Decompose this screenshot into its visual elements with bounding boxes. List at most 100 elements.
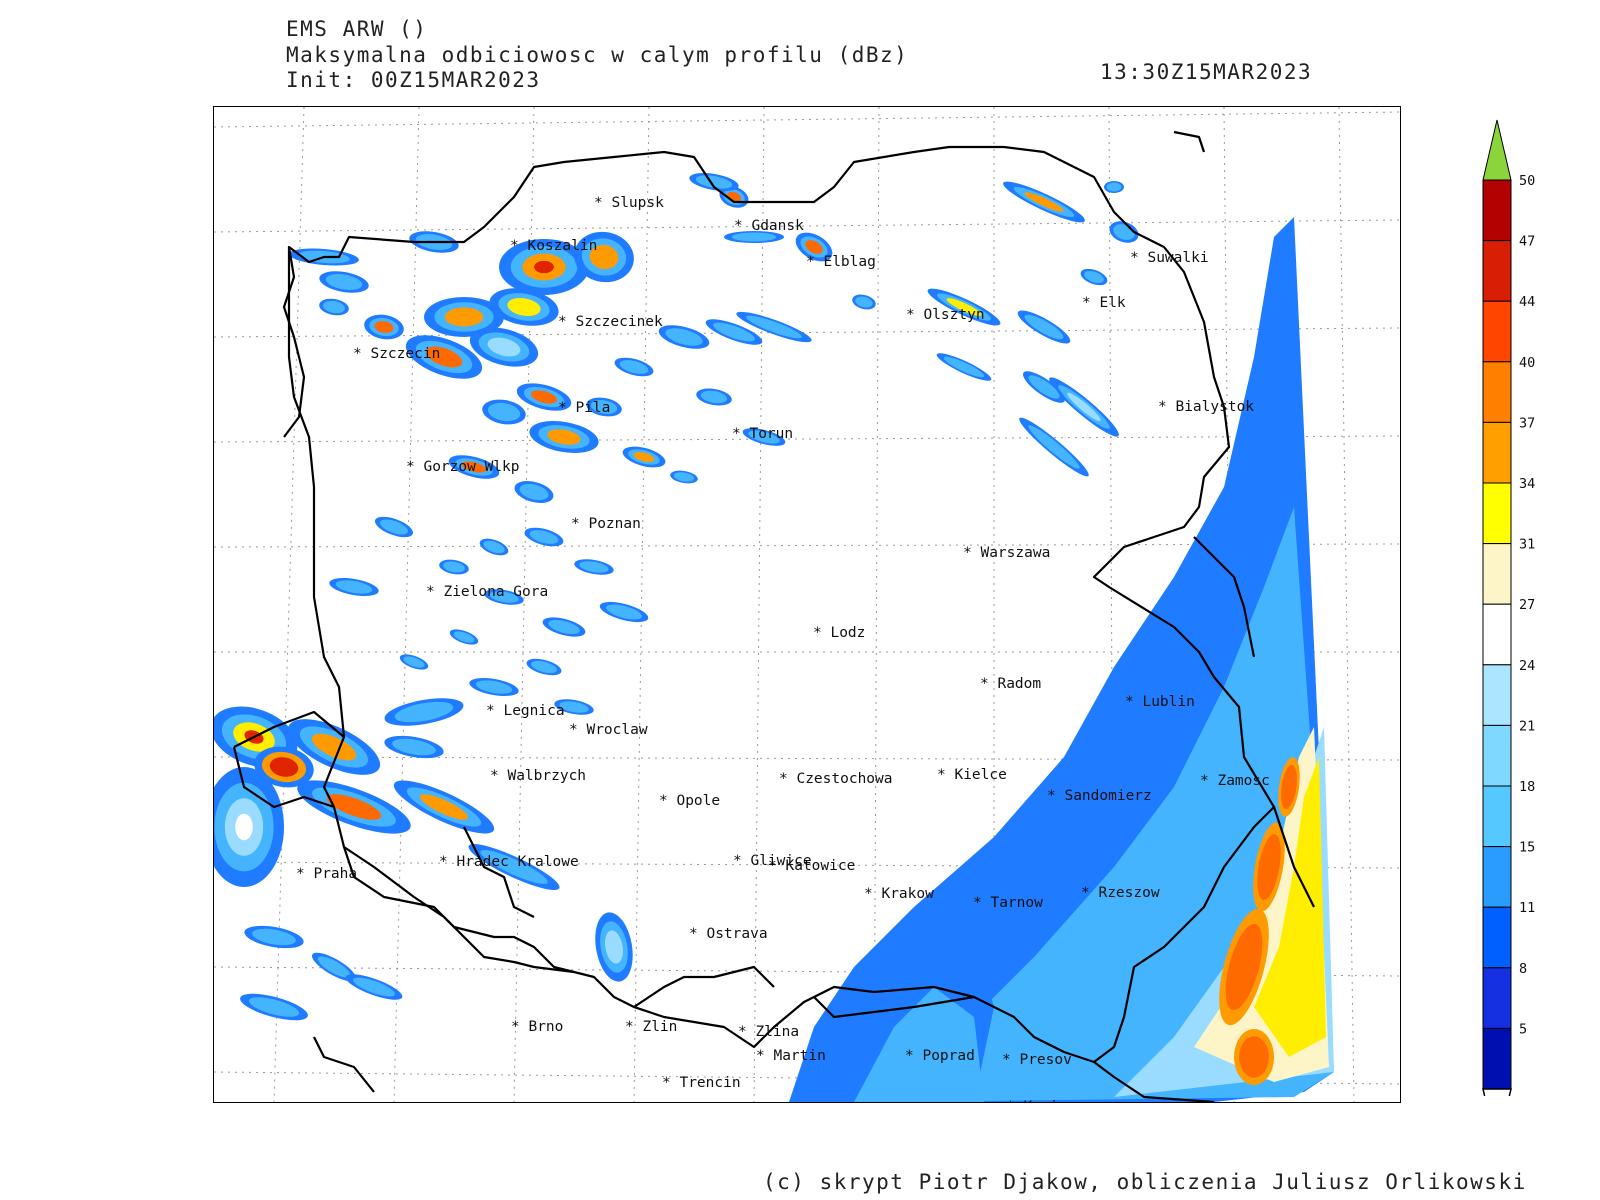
echo-cell xyxy=(658,325,710,349)
valid-time: 13:30Z15MAR2023 xyxy=(1100,60,1313,84)
colorbar-cell xyxy=(1482,361,1512,423)
colorbar-under-arrow xyxy=(1482,1088,1512,1096)
colorbar-tick-label: 40 xyxy=(1519,355,1535,371)
colorbar-tick-label: 24 xyxy=(1519,658,1535,674)
meridian-line xyxy=(1338,107,1355,1102)
colorbar-tick-label: 11 xyxy=(1519,900,1535,916)
city-label: * Poprad xyxy=(905,1048,975,1064)
colorbar-tick-label: 5 xyxy=(1519,1021,1527,1037)
map-title: Maksymalna odbiciowosc w calym profilu (… xyxy=(286,43,909,67)
frontal-band-peak xyxy=(1254,757,1326,1057)
echo-cell xyxy=(1019,417,1089,477)
echo-cell xyxy=(1080,268,1108,286)
city-label: * Szczecin xyxy=(353,346,440,362)
echo-cell xyxy=(448,455,500,479)
city-label: * Poznan xyxy=(571,516,641,532)
echo-cell xyxy=(936,353,992,381)
echo-cell xyxy=(499,239,589,295)
border-segment xyxy=(233,710,345,748)
city-label: * Zamosc xyxy=(1200,773,1270,789)
colorbar-over-arrow xyxy=(1482,119,1512,181)
city-label: * Elk xyxy=(1082,295,1126,311)
city-label: * Suwalki xyxy=(1130,250,1209,266)
colorbar-tick-label: 31 xyxy=(1519,537,1535,553)
colorbar-cell xyxy=(1482,846,1512,908)
echo-cell xyxy=(393,780,495,834)
city-label: * Wroclaw xyxy=(569,722,648,738)
init-time: Init: 00Z15MAR2023 xyxy=(286,68,541,92)
echo-cell xyxy=(1023,371,1065,403)
echo-cell xyxy=(1017,310,1071,344)
parallel-line xyxy=(214,219,1400,233)
echo-cell xyxy=(319,298,349,316)
echo-cell xyxy=(927,288,1001,326)
city-label: * Walbrzych xyxy=(490,768,586,784)
city-label: * Bialystok xyxy=(1158,399,1254,415)
colorbar-cell xyxy=(1482,724,1512,787)
city-label: * Trencin xyxy=(662,1075,741,1091)
echo-cell xyxy=(375,516,413,538)
echo-cell xyxy=(1278,757,1300,817)
southern-rain-core xyxy=(854,987,984,1102)
echo-cell xyxy=(329,578,379,596)
city-label: * Legnica xyxy=(486,703,565,719)
echo-cell xyxy=(689,173,739,191)
model-name: EMS ARW () xyxy=(286,17,428,41)
city-label: * Czestochowa xyxy=(779,771,893,787)
echo-cell xyxy=(614,357,654,377)
city-label: * Krakow xyxy=(864,886,934,902)
parallel-line xyxy=(214,327,1400,338)
colorbar-labels: 50 47 44 40 37 34 31 27 24 21 18 15 11 8 5 xyxy=(1519,173,1535,1037)
echo-cell xyxy=(554,699,594,715)
parallel-line xyxy=(214,111,1400,128)
echo-cell xyxy=(696,388,732,406)
city-label: * Olsztyn xyxy=(906,307,985,323)
city-label: * Hradec Kralowe xyxy=(439,854,579,870)
colorbar-cell xyxy=(1482,421,1512,484)
city-label: * Rzeszow xyxy=(1081,885,1160,901)
echo-cell xyxy=(795,232,833,262)
city-label: * Lublin xyxy=(1125,694,1195,710)
echo-cell xyxy=(254,746,314,788)
city-label: * Elblag xyxy=(806,254,876,270)
echo-cell xyxy=(1219,908,1269,1026)
border-segment xyxy=(313,1036,375,1093)
city-label: * Katowice xyxy=(768,858,855,874)
colorbar-tick-label: 37 xyxy=(1519,415,1535,431)
echo-cell xyxy=(526,658,562,676)
meridian-line xyxy=(1108,107,1115,1102)
echo-cell xyxy=(214,767,284,887)
echo-cell xyxy=(287,719,381,775)
parallel-line xyxy=(214,435,1400,443)
echo-cell xyxy=(1003,181,1085,223)
echo-cell xyxy=(439,559,469,575)
echo-cell xyxy=(574,559,614,575)
map-frame: * Slupsk * Koszalin * Gdansk * Elblag * Suwa… xyxy=(213,106,1401,1103)
meridian-line xyxy=(753,107,765,1102)
echo-cell xyxy=(529,421,599,453)
meridian-line xyxy=(633,107,650,1102)
city-label: * Praha xyxy=(296,866,357,882)
city-label: * Brno xyxy=(511,1019,563,1035)
echo-cell xyxy=(599,601,649,623)
city-label: * Gdansk xyxy=(734,218,804,234)
border-segment xyxy=(813,995,975,1019)
city-label: * Slupsk xyxy=(594,195,664,211)
meridian-line xyxy=(513,107,535,1102)
city-label: * Szczecinek xyxy=(558,314,663,330)
echo-cell xyxy=(469,678,519,696)
echo-cell xyxy=(364,314,404,340)
border-segment xyxy=(343,846,575,974)
border-segment xyxy=(1173,130,1206,153)
colorbar-tick-label: 18 xyxy=(1519,779,1535,795)
colorbar-cells xyxy=(1482,119,1512,1096)
city-labels: * Slupsk * Koszalin * Gdansk * Elblag * Suwa… xyxy=(296,195,1270,1102)
colorbar-tick-label: 34 xyxy=(1519,476,1535,492)
echo-cell xyxy=(670,470,698,484)
colorbar-cell xyxy=(1482,603,1512,666)
echo-cell xyxy=(595,912,633,982)
echo-cell xyxy=(1104,181,1124,193)
echo-cell xyxy=(384,735,444,759)
city-label: * Gorzow Wlkp xyxy=(406,459,520,475)
city-label: * Zlin xyxy=(625,1019,677,1035)
